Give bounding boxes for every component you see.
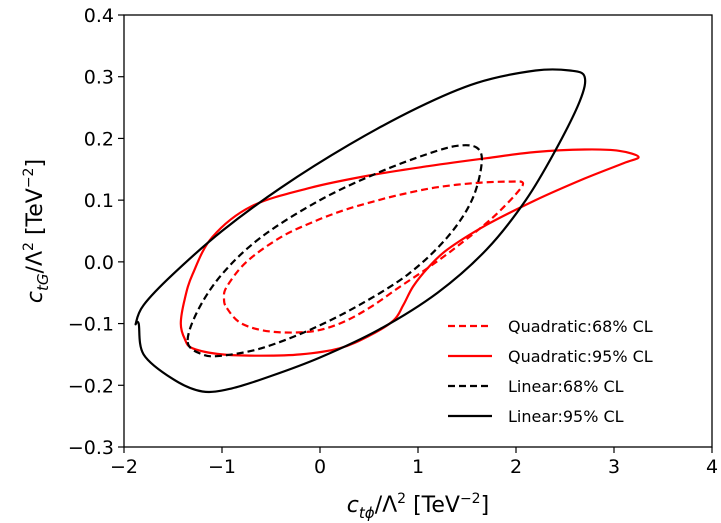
legend-label: Quadratic:95% CL bbox=[508, 347, 653, 366]
y-axis-label: ctG/Λ2 [TeV−2] bbox=[21, 159, 52, 303]
x-tick-label: 1 bbox=[412, 456, 424, 478]
y-tick-label: 0.0 bbox=[84, 252, 114, 274]
contour-curves bbox=[134, 68, 640, 394]
x-tick-label: 4 bbox=[706, 456, 718, 478]
x-tick-label: 0 bbox=[314, 456, 326, 478]
y-tick-label: −0.2 bbox=[68, 375, 114, 397]
x-axis-ticks: −2 −1 0 1 2 3 4 bbox=[110, 447, 718, 478]
contour-linear-95-cl bbox=[134, 68, 587, 394]
legend-label: Linear:68% CL bbox=[508, 377, 624, 396]
x-tick-label: −1 bbox=[208, 456, 236, 478]
y-tick-label: 0.3 bbox=[84, 67, 114, 89]
contour-linear-68-cl bbox=[186, 144, 483, 358]
legend-label: Linear:95% CL bbox=[508, 407, 624, 426]
y-tick-label: 0.1 bbox=[84, 190, 114, 212]
y-axis-ticks: −0.3 −0.2 −0.1 0.0 0.1 0.2 0.3 0.4 bbox=[68, 5, 124, 459]
x-axis-label: ctϕ/Λ2 [TeV−2] bbox=[347, 491, 489, 522]
contour-quadratic-68-cl bbox=[222, 180, 525, 334]
plot-frame bbox=[123, 14, 713, 448]
legend-label: Quadratic:68% CL bbox=[508, 317, 653, 336]
y-tick-label: −0.1 bbox=[68, 314, 114, 336]
x-tick-label: −2 bbox=[110, 456, 138, 478]
x-tick-label: 3 bbox=[608, 456, 620, 478]
y-tick-label: −0.3 bbox=[68, 437, 114, 459]
y-tick-label: 0.4 bbox=[84, 5, 114, 27]
contour-quadratic-95-cl bbox=[179, 148, 640, 357]
y-tick-label: 0.2 bbox=[84, 128, 114, 150]
legend: Quadratic:68% CL Quadratic:95% CL Linear:6… bbox=[448, 317, 653, 426]
x-tick-label: 2 bbox=[510, 456, 522, 478]
